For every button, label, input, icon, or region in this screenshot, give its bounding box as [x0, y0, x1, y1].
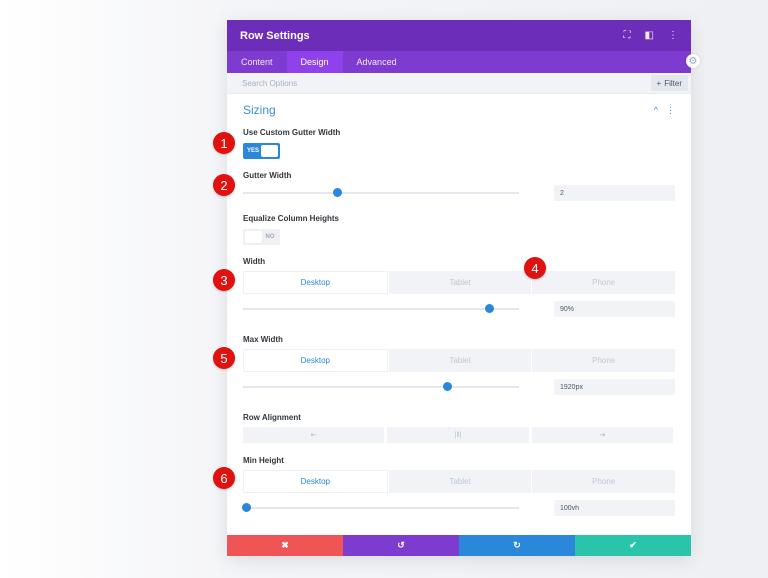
redo-button[interactable]: ↻: [459, 535, 575, 556]
max-width-slider[interactable]: [243, 382, 519, 391]
annotation-badge-6: 6: [213, 467, 235, 489]
width-input[interactable]: [554, 301, 675, 317]
filter-label: Filter: [664, 78, 682, 88]
width-slider[interactable]: [243, 304, 519, 313]
fullscreen-icon[interactable]: ⛶: [623, 30, 631, 41]
modal-header: Row Settings ⛶ ◧ ⋮: [227, 20, 691, 51]
chevron-up-icon[interactable]: ^: [653, 104, 658, 115]
gear-icon[interactable]: ⚙: [686, 54, 700, 68]
cancel-button[interactable]: ✖: [227, 535, 343, 556]
plus-icon: +: [656, 78, 662, 88]
equalize-toggle[interactable]: NO: [243, 229, 280, 245]
undo-icon: ↺: [397, 540, 405, 550]
align-center-button[interactable]: |‖|: [387, 427, 529, 443]
slider-thumb[interactable]: [332, 188, 342, 197]
slider-thumb[interactable]: [484, 304, 494, 313]
slider-thumb[interactable]: [241, 503, 251, 512]
annotation-badge-1: 1: [213, 132, 235, 154]
device-tab-phone[interactable]: Phone: [532, 470, 676, 493]
device-tab-tablet[interactable]: Tablet: [388, 349, 532, 372]
device-tab-desktop[interactable]: Desktop: [243, 349, 388, 372]
device-tab-tablet[interactable]: Tablet: [388, 271, 532, 294]
align-right-button[interactable]: ⇥: [531, 427, 673, 443]
section-title: Sizing: [243, 103, 276, 117]
custom-gutter-label: Use Custom Gutter Width: [243, 128, 341, 137]
tab-content[interactable]: Content: [241, 57, 273, 67]
equalize-label: Equalize Column Heights: [243, 214, 340, 223]
tab-advanced[interactable]: Advanced: [356, 57, 397, 67]
device-tab-tablet[interactable]: Tablet: [388, 470, 532, 493]
annotation-badge-5: 5: [213, 347, 235, 369]
custom-gutter-toggle[interactable]: YES: [243, 143, 280, 159]
width-label: Width: [243, 257, 266, 266]
split-view-icon[interactable]: ◧: [644, 30, 654, 41]
device-tab-phone[interactable]: Phone: [532, 349, 676, 372]
slider-thumb[interactable]: [443, 382, 453, 391]
annotation-badge-3: 3: [213, 269, 235, 291]
modal-title: Row Settings: [240, 29, 310, 42]
device-tab-phone[interactable]: Phone: [532, 271, 676, 294]
search-bar: + Filter: [227, 73, 691, 94]
gutter-width-input[interactable]: [554, 185, 675, 201]
tab-bar: Content Design Advanced: [227, 51, 691, 73]
toggle-knob: [245, 231, 262, 243]
min-height-device-tabs: Desktop Tablet Phone: [243, 470, 676, 493]
undo-button[interactable]: ↺: [343, 535, 459, 556]
align-left-button[interactable]: ⇤: [243, 427, 385, 443]
device-tab-desktop[interactable]: Desktop: [243, 271, 388, 294]
row-alignment-label: Row Alignment: [243, 413, 301, 422]
settings-body: Sizing ^ ⋮ Use Custom Gutter Width YES G…: [227, 94, 691, 536]
device-tab-desktop[interactable]: Desktop: [243, 470, 388, 493]
row-settings-modal: Row Settings ⛶ ◧ ⋮ Content Design Advanc…: [227, 20, 691, 556]
min-height-input[interactable]: [554, 500, 675, 516]
redo-icon: ↻: [513, 540, 521, 550]
checkmark-icon: ✔: [629, 540, 637, 550]
annotation-badge-2: 2: [213, 174, 235, 196]
min-height-slider[interactable]: [241, 503, 519, 512]
toggle-state: YES: [246, 148, 259, 154]
width-device-tabs: Desktop Tablet Phone: [243, 271, 676, 294]
toggle-state: NO: [265, 234, 275, 240]
max-width-label: Max Width: [243, 335, 283, 344]
gutter-width-slider[interactable]: [243, 188, 519, 197]
annotation-badge-4: 4: [524, 257, 546, 279]
toggle-knob: [261, 145, 278, 157]
min-height-label: Min Height: [243, 456, 284, 465]
more-options-icon[interactable]: ⋮: [668, 30, 678, 41]
more-icon[interactable]: ⋮: [666, 104, 675, 115]
max-width-input[interactable]: [554, 379, 675, 395]
save-button[interactable]: ✔: [575, 535, 691, 556]
search-input[interactable]: [242, 78, 651, 88]
max-width-device-tabs: Desktop Tablet Phone: [243, 349, 676, 372]
section-header[interactable]: Sizing ^ ⋮: [243, 95, 675, 125]
close-icon: ✖: [281, 540, 289, 550]
filter-button[interactable]: + Filter: [650, 75, 688, 91]
modal-footer: ✖ ↺ ↻ ✔: [227, 535, 691, 556]
row-alignment-options: ⇤ |‖| ⇥: [243, 427, 673, 443]
tab-design[interactable]: Design: [286, 51, 343, 73]
gutter-width-label: Gutter Width: [243, 171, 292, 180]
